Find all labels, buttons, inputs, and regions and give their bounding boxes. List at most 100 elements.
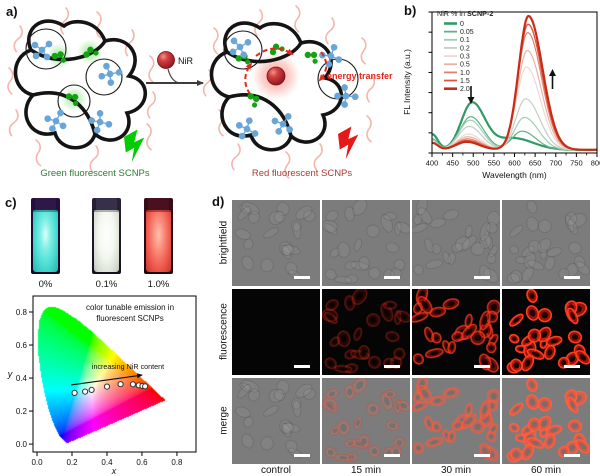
cell-nucleus bbox=[531, 421, 538, 428]
cell-outline bbox=[350, 261, 370, 271]
cell-outline bbox=[281, 422, 301, 433]
cell-nucleus bbox=[383, 307, 390, 317]
cell-outline bbox=[303, 210, 316, 222]
polymer-chain bbox=[13, 19, 148, 150]
addition-curve bbox=[167, 68, 180, 84]
cell-outline bbox=[527, 259, 545, 271]
cell-nucleus bbox=[474, 423, 482, 431]
increasing-nir-arrow bbox=[71, 373, 143, 386]
cell-outline bbox=[416, 200, 428, 216]
cell-outline bbox=[573, 255, 586, 269]
cell-nucleus bbox=[356, 420, 360, 427]
cell-nucleus bbox=[490, 303, 498, 311]
cell-outline bbox=[484, 230, 494, 251]
cell-outline bbox=[483, 267, 499, 284]
cie-horseshoe-gamut bbox=[33, 296, 196, 452]
cell-outline bbox=[568, 241, 582, 255]
cell-outline bbox=[282, 244, 295, 257]
cell-outline bbox=[285, 439, 298, 453]
spectra-curves bbox=[431, 14, 598, 151]
red-emission-bolt-icon bbox=[335, 125, 364, 161]
micrograph-fluorescence-15min bbox=[322, 289, 410, 375]
cell-nucleus bbox=[369, 317, 377, 324]
cell-nucleus bbox=[389, 423, 396, 429]
cell-nucleus bbox=[327, 360, 334, 366]
cuvette-cap bbox=[35, 198, 56, 210]
red-scnp-illustration: energy transfer Red fluorescent SCNPs bbox=[202, 4, 393, 179]
legend-item-label: 1.0 bbox=[460, 70, 470, 77]
x-tick-label: 0.4 bbox=[101, 458, 113, 467]
cell-outline bbox=[385, 242, 400, 253]
cell-nucleus bbox=[426, 330, 432, 339]
micrograph-bg bbox=[412, 200, 500, 286]
cell-nucleus bbox=[486, 413, 491, 424]
nir-dye-sphere bbox=[157, 51, 175, 69]
cell-outline bbox=[565, 211, 578, 227]
cell-nucleus bbox=[488, 345, 494, 351]
scale-bar bbox=[474, 276, 490, 279]
nir-sphere-label: NiR bbox=[178, 56, 193, 66]
cell-outline bbox=[324, 268, 337, 281]
cell-outline bbox=[273, 389, 286, 401]
cuvette-photo-0pct bbox=[31, 198, 60, 274]
chain-loop bbox=[25, 28, 67, 70]
cell-outline bbox=[295, 205, 313, 220]
x-tick-label: 700 bbox=[549, 159, 562, 168]
cell-outline bbox=[237, 384, 251, 399]
cell-outline bbox=[506, 272, 521, 285]
crosslinker-molecule-icon bbox=[43, 108, 70, 135]
cell-nucleus bbox=[513, 451, 520, 458]
micrograph-bg bbox=[232, 200, 320, 286]
crosslinker-molecule-icon bbox=[228, 36, 252, 59]
cell-nucleus bbox=[490, 392, 498, 400]
cell-nucleus bbox=[361, 348, 367, 356]
cell-outline bbox=[290, 219, 302, 232]
cell-outline bbox=[358, 256, 370, 270]
cie-chromaticity-chart: 0.0 0.2 0.4 0.6 0.8 0.0 0.2 0.4 0.6 0.8 color tun… bbox=[7, 295, 197, 476]
reaction-step: NiR bbox=[146, 51, 204, 86]
cell-outline bbox=[248, 210, 261, 224]
cell-outline bbox=[393, 258, 406, 271]
y-tick-label: 0.2 bbox=[16, 407, 28, 416]
cell-nucleus bbox=[347, 299, 353, 307]
cell-outline bbox=[234, 228, 251, 240]
cell-nucleus bbox=[547, 437, 553, 445]
cell-nucleus bbox=[486, 324, 491, 335]
cell-nucleus bbox=[550, 427, 558, 433]
panel-c-label: c) bbox=[5, 195, 17, 210]
legend-item-label: 0.05 bbox=[460, 29, 474, 36]
cell-nucleus bbox=[371, 448, 378, 455]
legend-title-bold: SCNP-2 bbox=[467, 9, 493, 18]
cell-outline bbox=[239, 382, 252, 393]
cell-outline bbox=[454, 236, 471, 252]
cell-outline bbox=[344, 274, 359, 285]
y-axis-title: y bbox=[7, 369, 13, 379]
cell-outline bbox=[322, 219, 338, 233]
plot-frame bbox=[32, 295, 197, 453]
cell-nucleus bbox=[489, 403, 495, 409]
nir-dye-sphere bbox=[266, 66, 286, 86]
cell-nucleus bbox=[482, 447, 488, 455]
cell-nucleus bbox=[338, 456, 348, 460]
cell-nucleus bbox=[561, 449, 567, 455]
cell-nucleus bbox=[447, 301, 455, 307]
cell-nucleus bbox=[355, 292, 364, 301]
cell-nucleus bbox=[386, 360, 392, 366]
cie-data-point bbox=[82, 388, 89, 395]
scale-bar bbox=[384, 454, 400, 457]
x-tick-label: 600 bbox=[508, 159, 521, 168]
cell-nucleus bbox=[356, 331, 360, 338]
legend-item-label: 0.2 bbox=[460, 45, 470, 52]
cell-outline bbox=[396, 221, 410, 234]
cuvette-photo-0_1pct bbox=[92, 198, 121, 274]
cell-nucleus bbox=[393, 448, 399, 455]
scale-bar bbox=[294, 276, 310, 279]
cell-nucleus bbox=[416, 356, 421, 362]
chain-loop bbox=[223, 30, 263, 70]
increasing-nir-annotation: increasing NiR content bbox=[92, 362, 164, 371]
cell-nucleus bbox=[340, 334, 347, 343]
cell-outline bbox=[521, 245, 536, 258]
cell-outline bbox=[539, 249, 548, 260]
cell-nucleus bbox=[415, 314, 424, 320]
